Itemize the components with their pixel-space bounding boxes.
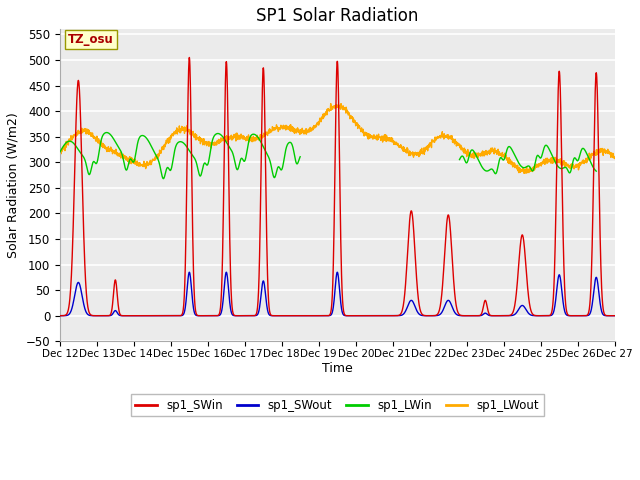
sp1_LWin bbox=[56, 149, 64, 155]
sp1_LWout bbox=[56, 148, 64, 154]
sp1_LWout bbox=[563, 160, 570, 166]
sp1_SWin bbox=[578, 313, 586, 319]
Legend: sp1_SWin, sp1_SWout, sp1_LWin, sp1_LWout: sp1_SWin, sp1_SWout, sp1_LWin, sp1_LWout bbox=[131, 394, 544, 417]
sp1_LWin bbox=[499, 157, 506, 163]
sp1_SWout bbox=[366, 313, 374, 319]
sp1_LWin bbox=[577, 147, 585, 153]
sp1_SWin bbox=[145, 313, 152, 319]
sp1_SWout bbox=[211, 313, 219, 319]
sp1_SWout bbox=[563, 312, 570, 317]
sp1_LWout bbox=[578, 159, 586, 165]
sp1_SWin bbox=[366, 313, 374, 319]
sp1_SWout bbox=[145, 313, 152, 319]
sp1_SWout bbox=[56, 313, 64, 319]
sp1_SWin bbox=[354, 313, 362, 319]
sp1_LWin bbox=[211, 132, 218, 138]
sp1_SWin bbox=[211, 313, 219, 319]
sp1_LWout bbox=[499, 154, 506, 159]
sp1_SWin bbox=[563, 306, 570, 312]
Line: sp1_LWin: sp1_LWin bbox=[60, 132, 596, 179]
sp1_LWout bbox=[365, 135, 373, 141]
sp1_LWout bbox=[354, 120, 362, 126]
sp1_LWin bbox=[562, 165, 570, 170]
Title: SP1 Solar Radiation: SP1 Solar Radiation bbox=[256, 7, 419, 25]
sp1_SWout bbox=[499, 313, 507, 319]
sp1_LWout bbox=[520, 170, 528, 176]
sp1_LWout bbox=[611, 156, 619, 161]
Line: sp1_SWout: sp1_SWout bbox=[60, 272, 615, 316]
sp1_SWout bbox=[354, 313, 362, 319]
sp1_SWout bbox=[578, 313, 586, 319]
X-axis label: Time: Time bbox=[322, 362, 353, 375]
sp1_SWin bbox=[611, 313, 619, 319]
sp1_SWin bbox=[186, 55, 193, 60]
Line: sp1_SWin: sp1_SWin bbox=[60, 58, 615, 316]
Line: sp1_LWout: sp1_LWout bbox=[60, 104, 615, 173]
sp1_SWin bbox=[56, 313, 64, 319]
sp1_SWout bbox=[186, 269, 193, 275]
sp1_SWin bbox=[499, 313, 507, 319]
Text: TZ_osu: TZ_osu bbox=[68, 33, 114, 46]
sp1_LWout bbox=[211, 142, 218, 147]
sp1_LWout bbox=[327, 101, 335, 107]
sp1_SWout bbox=[611, 313, 619, 319]
Y-axis label: Solar Radiation (W/m2): Solar Radiation (W/m2) bbox=[7, 112, 20, 258]
